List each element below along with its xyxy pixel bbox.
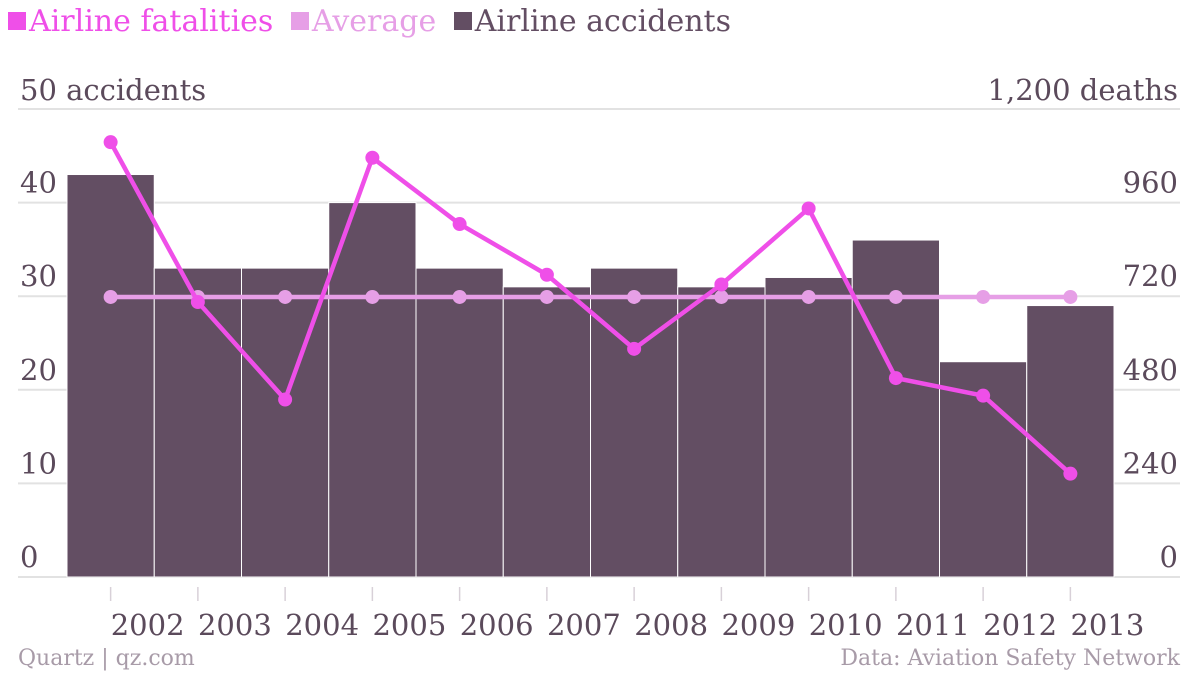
bar-2008 <box>590 267 679 578</box>
average-point-2004 <box>278 289 293 304</box>
left-tick-label: 30 <box>20 259 57 293</box>
fatalities-point-2002 <box>103 135 118 150</box>
x-tick-label: 2004 <box>285 608 359 642</box>
left-tick-label: 0 <box>20 540 38 574</box>
legend-label-average: Average <box>311 4 437 39</box>
average-point-2002 <box>103 289 118 304</box>
fatalities-point-2006 <box>452 217 467 232</box>
left-tick-label: 10 <box>20 446 57 480</box>
right-tick-label: 720 <box>1123 259 1178 293</box>
legend-label-accidents: Airline accidents <box>474 4 731 39</box>
fatalities-point-2013 <box>1063 466 1078 481</box>
average-point-2009 <box>714 289 729 304</box>
fatalities-point-2008 <box>627 341 642 356</box>
legend-item-accidents: Airline accidents <box>453 4 731 39</box>
fatalities-point-2007 <box>539 267 554 282</box>
average-point-2011 <box>888 289 903 304</box>
fatalities-point-2012 <box>976 388 991 403</box>
fatalities-point-2003 <box>190 295 205 310</box>
x-tick-label: 2011 <box>896 608 970 642</box>
x-tick-label: 2009 <box>721 608 795 642</box>
fatalities-point-2009 <box>714 277 729 292</box>
x-tick-label: 2012 <box>983 608 1057 642</box>
bar-2003 <box>153 267 242 578</box>
right-tick-label: 480 <box>1123 353 1178 387</box>
left-tick-label: 40 <box>20 166 57 200</box>
legend-item-fatalities: Airline fatalities <box>8 4 273 39</box>
fatalities-point-2011 <box>888 371 903 386</box>
x-tick-label: 2003 <box>198 608 272 642</box>
right-tick-label: 960 <box>1123 166 1178 200</box>
bar-2005 <box>328 202 417 578</box>
bar-2007 <box>502 286 591 578</box>
right-tick-label: 240 <box>1123 446 1178 480</box>
x-tick-label: 2010 <box>809 608 883 642</box>
legend-swatch-average <box>290 12 309 30</box>
bar-2010 <box>764 276 853 578</box>
legend-swatch-fatalities <box>8 12 26 30</box>
x-tick-label: 2008 <box>634 608 708 642</box>
footer-source-left: Quartz | qz.com <box>18 646 195 671</box>
bar-2006 <box>415 267 504 578</box>
legend-item-average: Average <box>290 4 437 39</box>
average-point-2012 <box>976 289 991 304</box>
left-axis-title: 50 accidents <box>20 73 206 107</box>
right-axis-title: 1,200 deaths <box>988 73 1178 107</box>
legend-label-fatalities: Airline fatalities <box>29 4 274 39</box>
bar-2002 <box>66 174 155 578</box>
x-tick-label: 2002 <box>111 608 185 642</box>
fatalities-point-2010 <box>801 201 816 216</box>
left-tick-label: 20 <box>20 353 57 387</box>
footer-source-right: Data: Aviation Safety Network <box>840 646 1180 671</box>
bar-2009 <box>677 286 766 578</box>
average-point-2007 <box>539 289 554 304</box>
bar-2013 <box>1026 305 1115 578</box>
average-point-2013 <box>1063 289 1078 304</box>
x-tick-label: 2005 <box>372 608 446 642</box>
fatalities-point-2004 <box>278 392 293 407</box>
right-tick-label: 0 <box>1160 540 1178 574</box>
legend-swatch-accidents <box>453 12 472 30</box>
fatalities-line <box>108 141 1072 476</box>
average-point-2005 <box>365 289 380 304</box>
x-tick-label: 2013 <box>1070 608 1144 642</box>
average-point-2010 <box>801 289 816 304</box>
x-tick-label: 2006 <box>460 608 534 642</box>
average-point-2006 <box>452 289 467 304</box>
legend: Airline fatalities Average Airline accid… <box>8 4 739 39</box>
fatalities-point-2005 <box>365 150 380 165</box>
x-tick-label: 2007 <box>547 608 621 642</box>
average-point-2008 <box>627 289 642 304</box>
